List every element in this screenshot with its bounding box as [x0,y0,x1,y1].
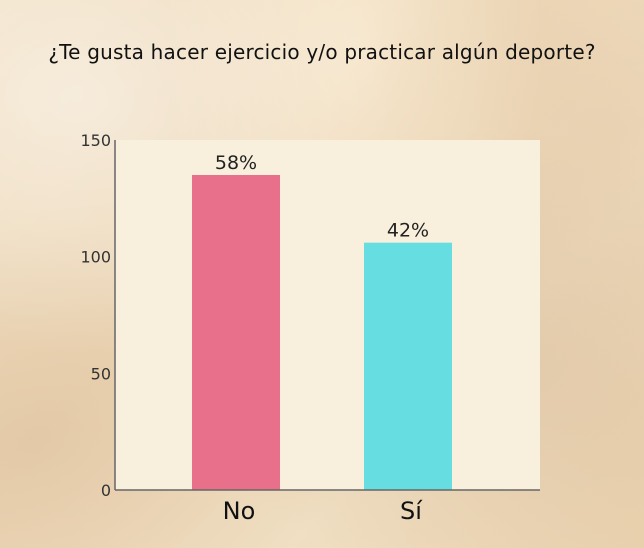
plot-background [115,140,540,490]
x-tick-label-2: Sí [400,497,423,525]
x-axis-labels: No Sí [223,497,424,525]
data-label-2: 42% [387,220,429,242]
bar-1 [192,175,280,490]
y-tick-label-150: 150 [80,131,111,150]
y-tick-label-100: 100 [80,248,111,267]
data-label-1: 58% [215,152,257,174]
y-tick-label-50: 50 [91,364,111,383]
y-tick-label-0: 0 [101,481,111,500]
y-axis-ticks: 0 50 100 150 [80,131,111,500]
data-labels: 58% 42% [215,152,429,242]
x-tick-label-1: No [223,497,256,525]
chart-title: ¿Te gusta hacer ejercicio y/o practicar … [48,40,596,64]
bars [192,175,452,490]
bar-2 [364,242,452,490]
